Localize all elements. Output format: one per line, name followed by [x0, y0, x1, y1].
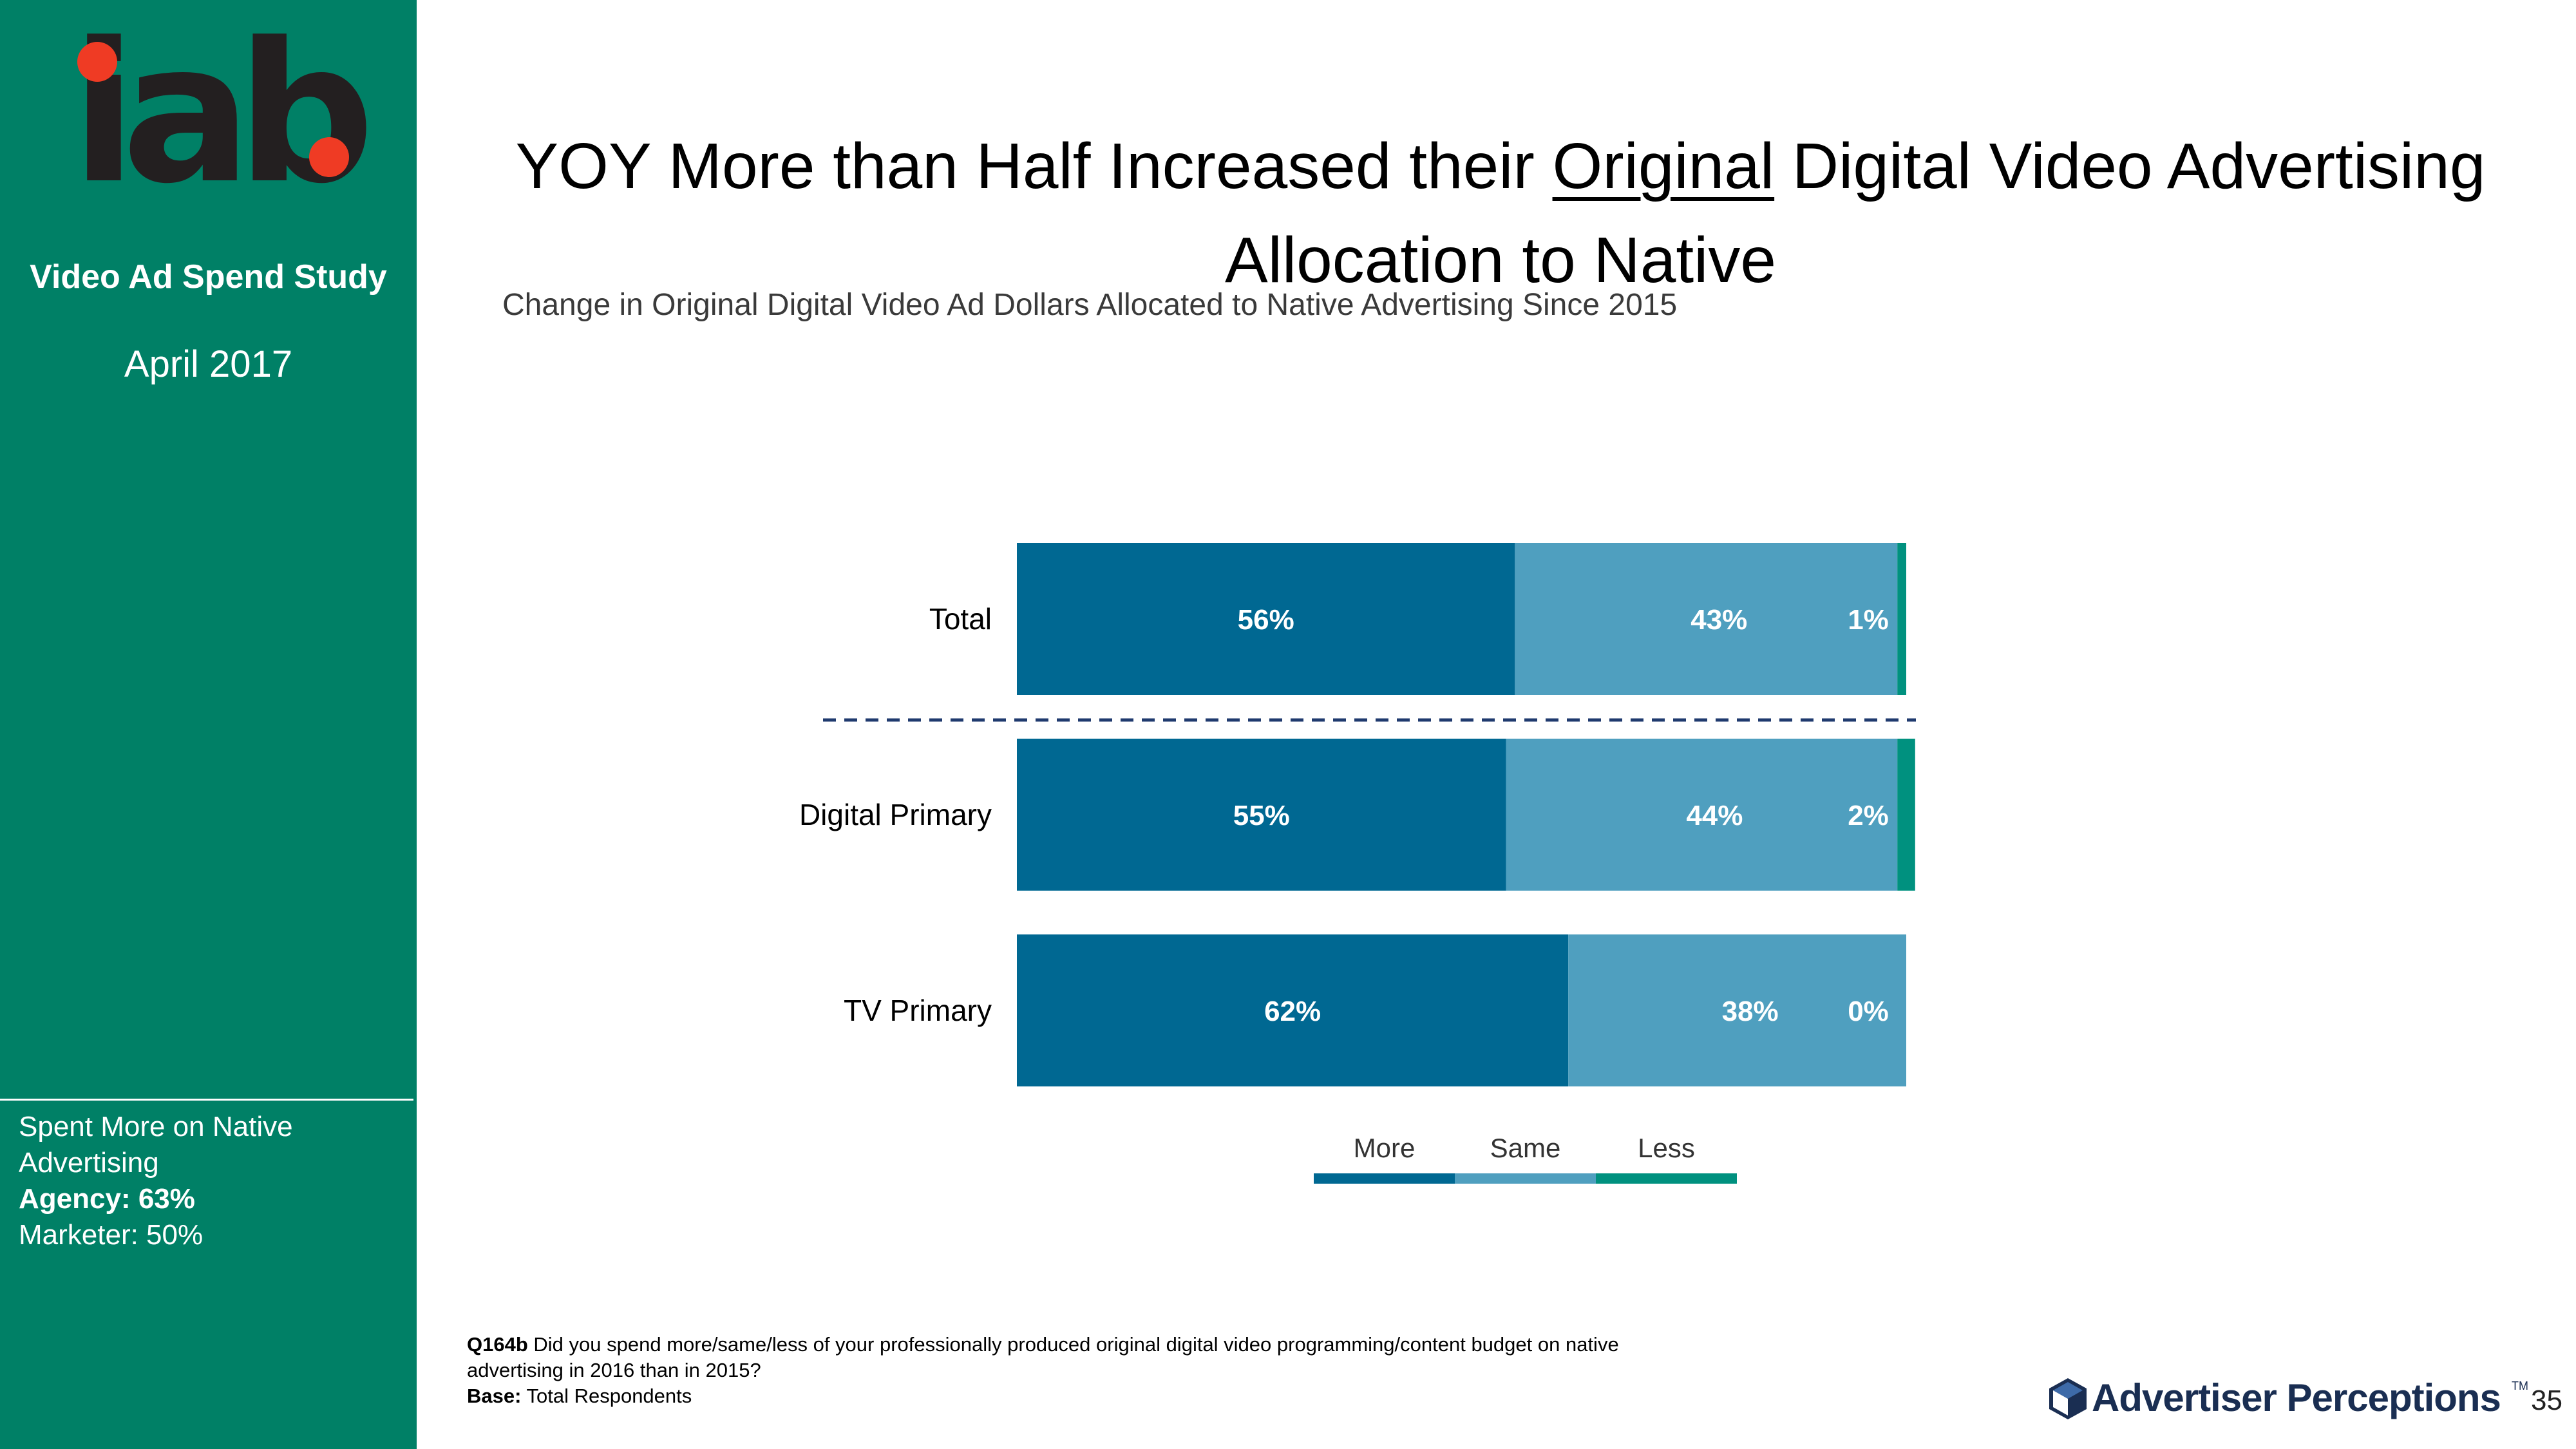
- footnote-question-label: Q164b: [467, 1333, 528, 1356]
- sidebar-divider: [0, 1099, 413, 1101]
- callout-agency: Agency: 63%: [19, 1183, 195, 1215]
- bar-total-same: [1515, 543, 1898, 695]
- bar-digital-primary-more: [1017, 739, 1506, 891]
- footnote-base: Total Respondents: [521, 1385, 692, 1407]
- data-label-total-more: 56%: [1238, 604, 1294, 636]
- brand-name: Advertiser Perceptions: [2092, 1376, 2501, 1419]
- data-label-total-less: 1%: [1848, 604, 1889, 636]
- category-label-total: Total: [929, 602, 992, 636]
- title-emphasis: Original: [1552, 130, 1775, 202]
- data-label-digital-primary-same: 44%: [1686, 800, 1743, 831]
- data-label-tv-primary-same: 38%: [1722, 996, 1779, 1027]
- chart-subtitle: Change in Original Digital Video Ad Doll…: [502, 288, 1678, 322]
- iab-logo-text: iab: [71, 1, 375, 226]
- advertiser-perceptions-logo: Advertiser Perceptions TM: [2048, 1372, 2528, 1423]
- iab-logo-dot: [309, 137, 349, 177]
- iab-logo-i-dot: [77, 42, 117, 82]
- bar-digital-primary-less: [1897, 739, 1915, 891]
- data-label-digital-primary-less: 2%: [1848, 800, 1889, 831]
- footnote-question: Did you spend more/same/less of your pro…: [467, 1333, 1619, 1381]
- data-label-total-same: 43%: [1690, 604, 1747, 636]
- page-number: 35: [2531, 1385, 2562, 1416]
- legend-label-less: Less: [1638, 1133, 1695, 1163]
- footnote-base-label: Base:: [467, 1385, 522, 1407]
- bar-tv-primary-more: [1017, 934, 1569, 1086]
- data-label-tv-primary-more: 62%: [1264, 996, 1321, 1027]
- brand-trademark: TM: [2512, 1379, 2528, 1392]
- title-part-2: Digital Video Advertising Allocation to …: [1224, 130, 2486, 296]
- legend-label-more: More: [1354, 1133, 1416, 1163]
- category-label-digital-primary: Digital Primary: [799, 798, 992, 831]
- bar-total-less: [1897, 543, 1906, 695]
- footnote: Q164b Did you spend more/same/less of yo…: [467, 1332, 1690, 1409]
- study-date: April 2017: [124, 343, 293, 385]
- legend-label-same: Same: [1490, 1133, 1561, 1163]
- bar-digital-primary-same: [1506, 739, 1898, 891]
- category-label-tv-primary: TV Primary: [844, 994, 992, 1027]
- data-label-tv-primary-less: 0%: [1848, 996, 1889, 1027]
- legend-swatch-less: [1596, 1173, 1737, 1184]
- bar-tv-primary-same: [1568, 934, 1906, 1086]
- slide-title: YOY More than Half Increased their Origi…: [477, 119, 2524, 307]
- title-part-1: YOY More than Half Increased their: [515, 130, 1553, 202]
- sidebar: iab Video Ad Spend Study April 2017 Spen…: [0, 0, 417, 1449]
- data-label-digital-primary-more: 55%: [1233, 800, 1290, 831]
- study-title: Video Ad Spend Study: [30, 258, 387, 296]
- cube-icon: [2049, 1378, 2087, 1419]
- callout-heading: Spent More on Native Advertising: [19, 1111, 293, 1179]
- bar-total-more: [1017, 543, 1515, 695]
- sidebar-callout: Spent More on Native Advertising Agency:…: [19, 1109, 379, 1253]
- legend-swatch-more: [1314, 1173, 1455, 1184]
- iab-logo: iab: [71, 17, 375, 211]
- callout-marketer: Marketer: 50%: [19, 1219, 204, 1251]
- legend-swatch-same: [1455, 1173, 1596, 1184]
